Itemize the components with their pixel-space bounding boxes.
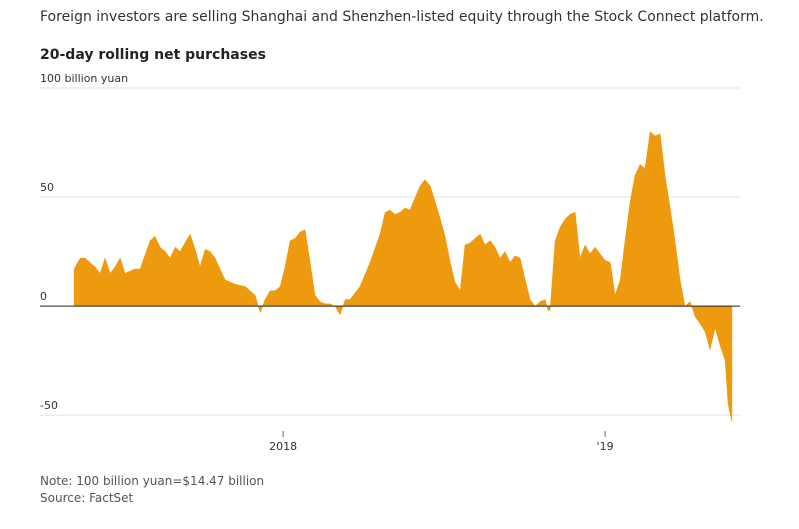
area: [73, 131, 733, 422]
source: Source: FactSet: [40, 491, 134, 505]
y-tick-label: -50: [40, 399, 58, 412]
chart-subtitle: Foreign investors are selling Shanghai a…: [40, 9, 764, 25]
chart-title: 20-day rolling net purchases: [40, 47, 266, 63]
x-tick-label: 2018: [269, 440, 297, 453]
note: Note: 100 billion yuan=$14.47 billion: [40, 474, 264, 488]
y-tick-label: 0: [40, 290, 47, 303]
x-tick-label: '19: [597, 440, 614, 453]
y-tick-label: 50: [40, 181, 54, 194]
y-tick-label: 100 billion yuan: [40, 72, 128, 85]
